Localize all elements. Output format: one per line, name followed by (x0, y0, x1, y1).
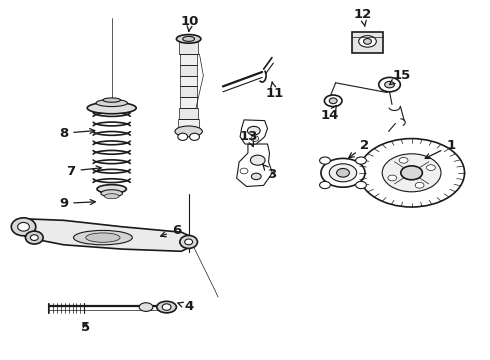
Bar (180, 65, 197, 76)
Ellipse shape (385, 81, 394, 88)
Text: 2: 2 (349, 139, 369, 158)
Text: 10: 10 (181, 15, 199, 31)
Text: 1: 1 (425, 139, 455, 158)
Ellipse shape (25, 231, 43, 244)
Ellipse shape (319, 157, 330, 164)
Bar (180, 54, 197, 65)
Ellipse shape (157, 301, 176, 313)
Ellipse shape (176, 35, 201, 43)
Text: 5: 5 (81, 321, 90, 334)
Ellipse shape (415, 183, 424, 188)
Ellipse shape (175, 126, 202, 137)
Text: 13: 13 (240, 130, 258, 147)
Ellipse shape (426, 165, 435, 171)
Ellipse shape (30, 235, 38, 240)
Ellipse shape (162, 304, 171, 310)
Text: 11: 11 (265, 81, 284, 100)
Text: 8: 8 (59, 127, 95, 140)
Ellipse shape (183, 36, 195, 41)
Ellipse shape (399, 157, 408, 163)
Ellipse shape (247, 126, 260, 135)
Ellipse shape (178, 133, 188, 140)
Text: 7: 7 (67, 165, 101, 177)
Ellipse shape (321, 158, 365, 187)
Ellipse shape (190, 133, 199, 140)
Ellipse shape (250, 155, 265, 165)
Ellipse shape (382, 154, 441, 192)
Text: 12: 12 (353, 8, 372, 27)
Ellipse shape (251, 136, 259, 141)
Ellipse shape (97, 185, 126, 193)
Polygon shape (237, 144, 272, 186)
Text: 14: 14 (320, 105, 339, 122)
Bar (178, 119, 199, 130)
Ellipse shape (103, 98, 121, 102)
Ellipse shape (11, 218, 36, 236)
Ellipse shape (356, 157, 367, 164)
Ellipse shape (379, 77, 400, 92)
Ellipse shape (329, 164, 357, 182)
Polygon shape (19, 219, 194, 251)
Polygon shape (240, 120, 268, 144)
Bar (180, 97, 197, 108)
Ellipse shape (185, 239, 193, 245)
Ellipse shape (251, 173, 261, 180)
Text: 9: 9 (59, 197, 95, 210)
Bar (179, 42, 198, 54)
Text: 15: 15 (390, 69, 411, 85)
Ellipse shape (104, 194, 119, 199)
Ellipse shape (388, 175, 397, 181)
Ellipse shape (101, 190, 122, 197)
Ellipse shape (87, 102, 136, 114)
Ellipse shape (324, 95, 342, 107)
Ellipse shape (180, 235, 197, 248)
Ellipse shape (74, 230, 132, 245)
Ellipse shape (139, 303, 153, 311)
Bar (180, 76, 197, 86)
Ellipse shape (364, 39, 371, 44)
Ellipse shape (359, 36, 376, 47)
Ellipse shape (337, 168, 349, 177)
Text: 6: 6 (161, 224, 181, 237)
Text: 4: 4 (178, 300, 193, 313)
Text: 3: 3 (263, 164, 276, 181)
Ellipse shape (96, 99, 127, 107)
Bar (352, 32, 383, 53)
Ellipse shape (86, 233, 120, 242)
Ellipse shape (401, 166, 422, 180)
Bar (180, 86, 197, 97)
Ellipse shape (359, 139, 465, 207)
Ellipse shape (329, 98, 337, 104)
Ellipse shape (356, 181, 367, 189)
Ellipse shape (18, 222, 29, 231)
Bar (179, 108, 198, 119)
Ellipse shape (240, 168, 248, 174)
Ellipse shape (319, 181, 330, 189)
